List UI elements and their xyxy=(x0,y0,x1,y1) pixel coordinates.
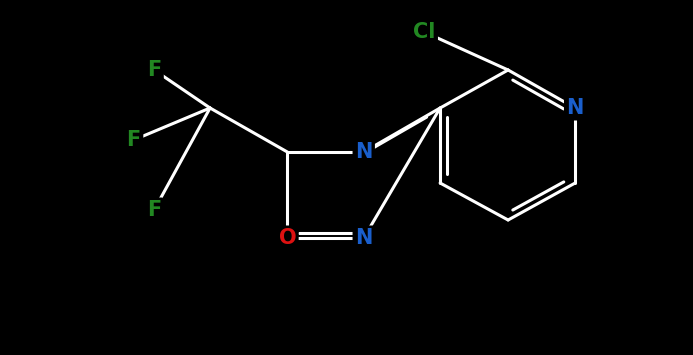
Text: F: F xyxy=(147,200,161,220)
Text: N: N xyxy=(566,98,584,118)
Text: Cl: Cl xyxy=(413,22,435,42)
Text: F: F xyxy=(127,130,141,150)
Text: N: N xyxy=(355,228,372,248)
Text: N: N xyxy=(355,142,372,162)
Text: O: O xyxy=(279,228,296,248)
Text: F: F xyxy=(147,60,161,80)
